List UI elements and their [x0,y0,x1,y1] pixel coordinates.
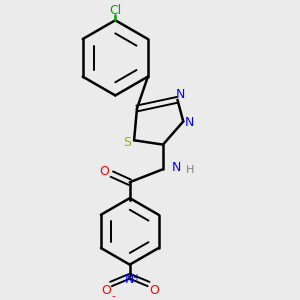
Text: N: N [125,273,134,286]
Text: -: - [112,292,116,300]
Text: O: O [149,284,159,297]
Text: N: N [185,116,194,129]
Text: O: O [100,165,110,178]
Text: H: H [185,165,194,175]
Text: N: N [172,161,182,174]
Text: Cl: Cl [109,4,122,16]
Text: N: N [176,88,185,101]
Text: +: + [131,273,140,283]
Text: S: S [123,136,131,149]
Text: O: O [101,284,111,297]
